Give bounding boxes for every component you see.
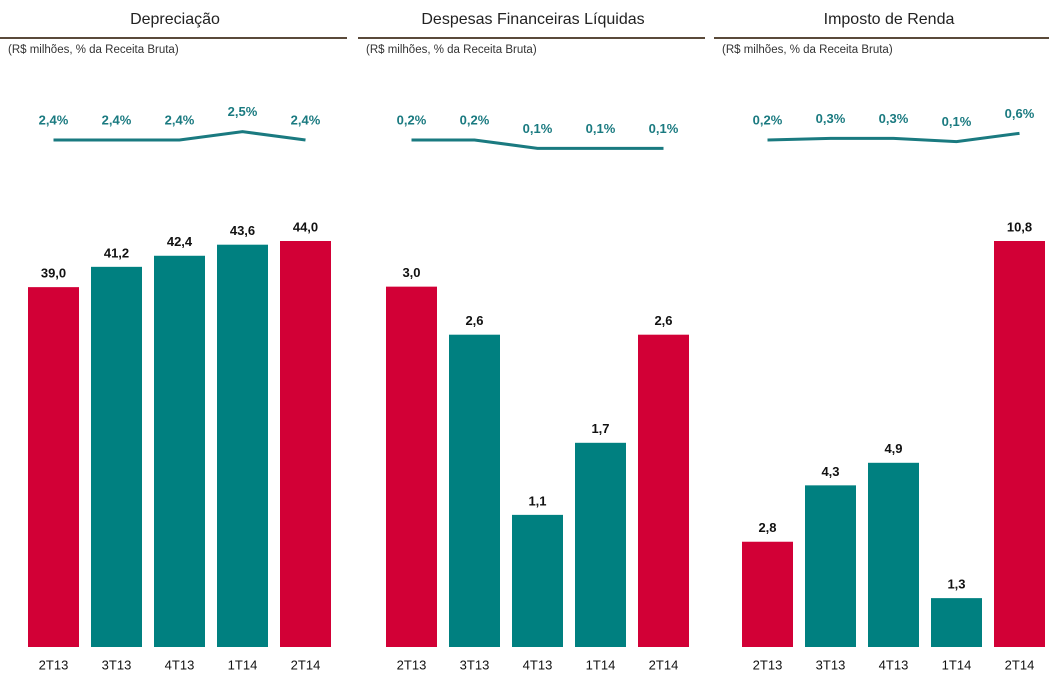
bar-label: 4,3	[821, 464, 839, 479]
bar	[386, 286, 437, 647]
bar-label: 1,7	[591, 421, 609, 436]
bar	[742, 541, 793, 647]
line-label: 0,3%	[816, 111, 846, 126]
line-label: 0,2%	[397, 112, 427, 127]
bar	[994, 241, 1045, 647]
x-tick-label: 2T13	[397, 657, 427, 672]
bar-label: 2,8	[758, 520, 776, 535]
bar	[868, 462, 919, 647]
panel-subtitle: (R$ milhões, % da Receita Bruta)	[722, 44, 893, 56]
x-tick-label: 2T14	[291, 657, 321, 672]
line-label: 0,1%	[586, 121, 616, 136]
x-tick-label: 1T14	[942, 657, 972, 672]
line-label: 2,4%	[102, 112, 132, 127]
x-tick-label: 2T14	[649, 657, 679, 672]
line-label: 0,1%	[649, 121, 679, 136]
bar	[91, 266, 142, 647]
x-tick-label: 4T13	[523, 657, 553, 672]
x-tick-label: 3T13	[816, 657, 846, 672]
x-tick-label: 4T13	[165, 657, 195, 672]
line-label: 0,6%	[1005, 106, 1035, 121]
line-label: 0,2%	[753, 112, 783, 127]
x-tick-label: 3T13	[460, 657, 490, 672]
x-tick-label: 1T14	[228, 657, 258, 672]
line-label: 2,4%	[39, 112, 69, 127]
ratio-line	[767, 131, 1020, 144]
bar	[575, 442, 626, 647]
ratio-line	[53, 130, 306, 142]
x-tick-label: 2T13	[753, 657, 783, 672]
bar-label: 42,4	[167, 234, 193, 249]
bar	[638, 334, 689, 647]
panel-title: Despesas Financeiras Líquidas	[421, 11, 644, 28]
bar	[931, 598, 982, 647]
bar-label: 39,0	[41, 266, 66, 281]
x-tick-label: 2T14	[1005, 657, 1035, 672]
bar-label: 10,8	[1007, 219, 1032, 234]
x-tick-label: 1T14	[586, 657, 616, 672]
bar	[217, 244, 268, 647]
bar	[28, 287, 79, 647]
line-label: 0,1%	[942, 114, 972, 129]
bar-label: 3,0	[402, 265, 420, 280]
bar-label: 1,3	[947, 577, 965, 592]
ratio-line	[411, 138, 664, 150]
bar	[280, 241, 331, 647]
bar-label: 1,1	[528, 493, 546, 508]
line-label: 0,2%	[460, 112, 490, 127]
line-label: 0,3%	[879, 111, 909, 126]
bar	[154, 255, 205, 647]
line-label: 0,1%	[523, 121, 553, 136]
bar	[512, 514, 563, 647]
bar-label: 2,6	[654, 313, 672, 328]
x-tick-label: 4T13	[879, 657, 909, 672]
panel-subtitle: (R$ milhões, % da Receita Bruta)	[366, 44, 537, 56]
bar-label: 41,2	[104, 245, 129, 260]
bar-label: 4,9	[884, 441, 902, 456]
bar-label: 2,6	[465, 313, 483, 328]
line-label: 2,4%	[291, 112, 321, 127]
x-tick-label: 3T13	[102, 657, 132, 672]
bar	[805, 485, 856, 647]
x-tick-label: 2T13	[39, 657, 69, 672]
line-label: 2,5%	[228, 104, 258, 119]
panel-subtitle: (R$ milhões, % da Receita Bruta)	[8, 44, 179, 56]
line-label: 2,4%	[165, 112, 195, 127]
panel-title: Depreciação	[130, 11, 220, 28]
bar-label: 43,6	[230, 223, 255, 238]
bar-label: 44,0	[293, 219, 318, 234]
bar	[449, 334, 500, 647]
panel-title: Imposto de Renda	[824, 11, 955, 28]
